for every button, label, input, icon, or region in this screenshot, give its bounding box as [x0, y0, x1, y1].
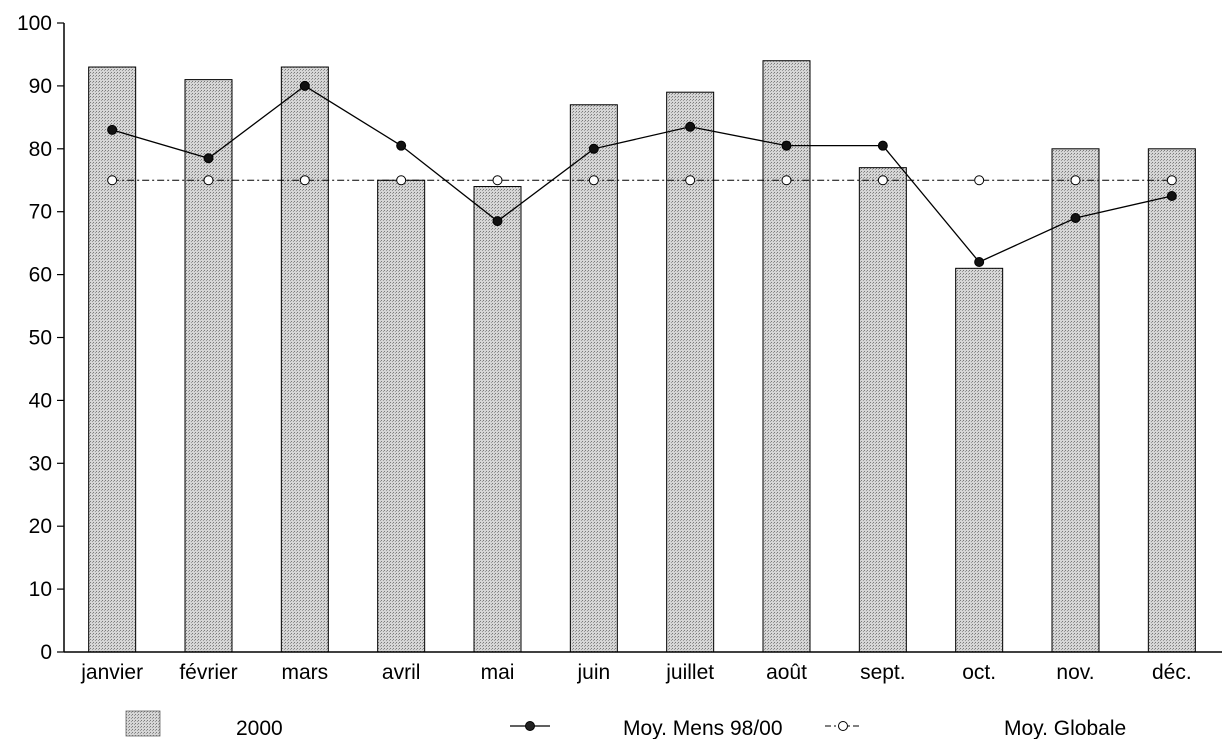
y-tick-label: 20 — [29, 515, 52, 538]
bar — [1147, 148, 1196, 653]
y-tick-label: 80 — [29, 138, 52, 161]
bar — [666, 91, 715, 653]
point-moy-mens — [781, 140, 792, 151]
point-moy-globale — [396, 175, 407, 186]
point-moy-globale — [299, 175, 310, 186]
legend-label-moy-mens: Moy. Mens 98/00 — [623, 717, 783, 739]
bar — [377, 179, 426, 653]
x-tick-label: juin — [576, 661, 610, 684]
x-tick-label: avril — [382, 661, 421, 684]
legend-label-2000: 2000 — [236, 717, 283, 739]
x-tick-label: nov. — [1056, 661, 1094, 684]
point-moy-mens — [974, 257, 985, 268]
y-tick-label: 40 — [29, 389, 52, 412]
point-moy-mens — [877, 140, 888, 151]
x-tick-label: février — [179, 661, 237, 684]
point-moy-mens — [203, 153, 214, 164]
y-tick-label: 50 — [29, 327, 52, 350]
y-tick-label: 100 — [17, 12, 52, 35]
x-axis-labels: janvier février mars avril mai juin juillet aoû… — [80, 661, 1191, 684]
bar — [88, 66, 137, 653]
y-tick-label: 70 — [29, 201, 52, 224]
x-tick-label: mai — [481, 661, 515, 684]
point-moy-globale — [877, 175, 888, 186]
point-moy-globale — [588, 175, 599, 186]
point-moy-mens — [1166, 190, 1177, 201]
x-tick-label: juillet — [665, 661, 714, 684]
point-moy-globale — [685, 175, 696, 186]
bar — [762, 60, 811, 653]
point-moy-mens — [1070, 212, 1081, 223]
bar-series-2000 — [88, 60, 1196, 653]
point-moy-globale — [492, 175, 503, 186]
point-moy-globale — [781, 175, 792, 186]
point-moy-mens — [685, 121, 696, 132]
point-moy-globale — [107, 175, 118, 186]
y-tick-label: 0 — [40, 641, 52, 664]
legend-marker-moy-mens — [525, 721, 535, 731]
point-moy-globale — [1166, 175, 1177, 186]
legend-swatch-2000 — [125, 710, 161, 737]
line-path-moy-mens — [111, 85, 1172, 263]
x-tick-label: mars — [281, 661, 328, 684]
x-tick-label: sept. — [860, 661, 906, 684]
bar — [184, 79, 233, 653]
point-moy-mens — [588, 143, 599, 154]
point-moy-mens — [396, 140, 407, 151]
x-tick-label: août — [766, 661, 807, 684]
point-moy-mens — [492, 216, 503, 227]
line-series-moy-globale — [107, 175, 1177, 186]
line-series-moy-mens — [107, 80, 1177, 268]
point-moy-globale — [203, 175, 214, 186]
y-tick-label: 10 — [29, 578, 52, 601]
bar — [569, 104, 618, 653]
x-tick-label: déc. — [1152, 661, 1192, 684]
bar — [858, 167, 907, 653]
bar — [280, 66, 329, 653]
legend-label-moy-globale: Moy. Globale — [1004, 717, 1126, 739]
x-tick-label: oct. — [962, 661, 996, 684]
bar — [473, 186, 522, 653]
bar — [955, 267, 1004, 653]
x-tick-label: janvier — [80, 661, 143, 684]
point-moy-globale — [1070, 175, 1081, 186]
legend-marker-moy-globale — [838, 721, 848, 731]
y-axis-ticks: 0 10 20 30 40 50 60 70 80 90 100 — [17, 12, 64, 664]
legend: 2000 Moy. Mens 98/00 Moy. Globale — [125, 710, 1126, 739]
point-moy-mens — [107, 124, 118, 135]
y-tick-label: 30 — [29, 452, 52, 475]
bar — [1051, 148, 1100, 653]
y-tick-label: 60 — [29, 264, 52, 287]
point-moy-globale — [974, 175, 985, 186]
y-tick-label: 90 — [29, 75, 52, 98]
point-moy-mens — [299, 80, 310, 91]
